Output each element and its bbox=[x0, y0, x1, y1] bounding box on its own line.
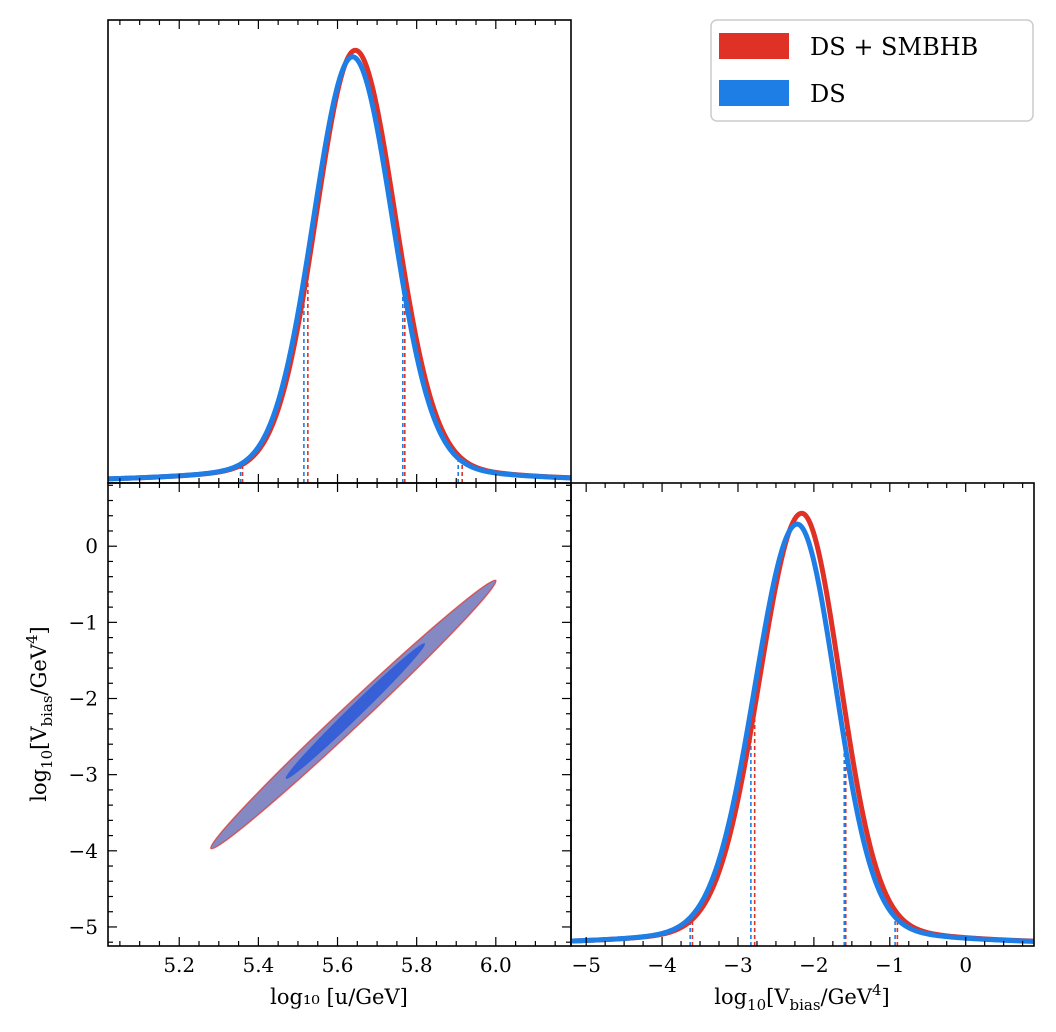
legend-label-ds-smbhb: DS + SMBHB bbox=[810, 33, 978, 61]
vbias-x-tick-label: 0 bbox=[959, 953, 972, 977]
joint-x-tick-label: 5.8 bbox=[401, 953, 433, 977]
u-marginal-series-line-ds-smbhb bbox=[106, 47, 573, 482]
joint-y-tick-label: −5 bbox=[69, 915, 98, 939]
vbias-marginal-series-line-ds bbox=[569, 521, 1036, 944]
contour-68-percent bbox=[285, 643, 426, 780]
legend: DS + SMBHB DS bbox=[710, 19, 1034, 122]
vbias-x-tick-label: −2 bbox=[799, 953, 828, 977]
joint-y-tick-label: −1 bbox=[69, 610, 98, 634]
joint-y-tick-label: 0 bbox=[85, 534, 98, 558]
y-axis-label-vbias: log10[Vbias/GeV4] bbox=[23, 626, 56, 802]
x-axis-label-vbias: log10[Vbias/GeV4] bbox=[714, 981, 890, 1014]
x-axis-label-u: log₁₀ [u/GeV] bbox=[270, 985, 408, 1009]
joint-y-tick-label: −4 bbox=[69, 839, 98, 863]
joint-x-tick-label: 6.0 bbox=[480, 953, 512, 977]
joint-y-tick-label: −3 bbox=[69, 763, 98, 787]
vbias-x-tick-label: −4 bbox=[647, 953, 676, 977]
vbias-x-tick-label: −3 bbox=[723, 953, 752, 977]
vbias-x-tick-label: −1 bbox=[875, 953, 904, 977]
joint-panel-u-vbias: 5.2 5.4 5.6 5.8 6.0 0 −1 −2 −3 −4 −5 bbox=[69, 482, 572, 977]
legend-swatch-ds-smbhb bbox=[719, 33, 789, 59]
vbias-x-tick-label: −5 bbox=[571, 953, 600, 977]
marginal-panel-u bbox=[106, 19, 573, 484]
legend-box bbox=[710, 19, 1034, 122]
joint-x-tick-label: 5.4 bbox=[242, 953, 274, 977]
joint-x-tick-label: 5.2 bbox=[163, 953, 195, 977]
joint-x-tick-label: 5.6 bbox=[322, 953, 354, 977]
legend-swatch-ds bbox=[719, 80, 789, 106]
marginal-panel-vbias: −5 −4 −3 −2 −1 0 bbox=[569, 482, 1036, 977]
vbias-marginal-series-line-ds-smbhb bbox=[569, 510, 1036, 944]
legend-label-ds: DS bbox=[810, 80, 846, 108]
marginal-panel-vbias-frame bbox=[570, 482, 1035, 947]
joint-y-tick-label: −2 bbox=[69, 687, 98, 711]
u-marginal-series-line-ds bbox=[106, 54, 573, 482]
